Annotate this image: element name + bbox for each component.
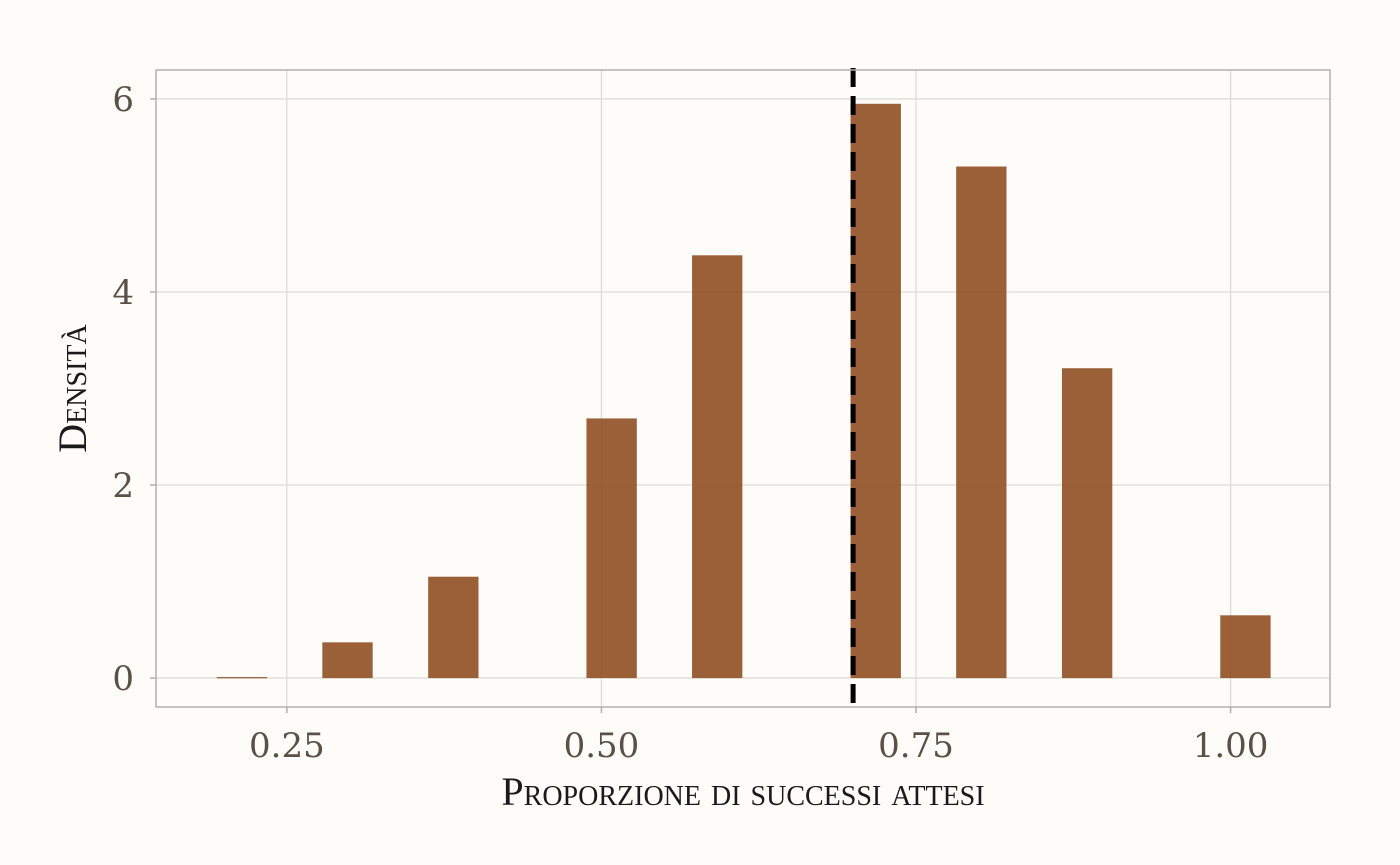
bar: [216, 677, 268, 679]
x-axis-ticks: 0.25 0.50 0.75 1.00: [249, 707, 1268, 766]
x-tick-label: 0.50: [564, 726, 640, 766]
y-axis-title: Densità: [50, 324, 95, 453]
bar: [428, 576, 479, 679]
bar: [586, 418, 637, 679]
plot-frame: [155, 69, 1331, 708]
bar: [1220, 615, 1271, 679]
y-tick-label: 0: [112, 659, 134, 699]
x-axis-title: Proporzione di successi attesi: [501, 769, 984, 814]
x-tick-label: 1.00: [1193, 726, 1269, 766]
y-tick-label: 4: [112, 273, 134, 313]
y-axis-ticks: 0 2 4 6: [112, 80, 156, 699]
bar: [692, 255, 743, 679]
x-tick-label: 0.75: [878, 726, 954, 766]
bar: [1061, 368, 1113, 679]
x-tick-label: 0.25: [249, 726, 325, 766]
bar: [956, 166, 1007, 679]
bars: [216, 103, 1271, 679]
bar: [850, 103, 901, 679]
bar: [322, 642, 373, 679]
y-tick-label: 2: [112, 466, 134, 506]
y-tick-label: 6: [112, 80, 134, 120]
